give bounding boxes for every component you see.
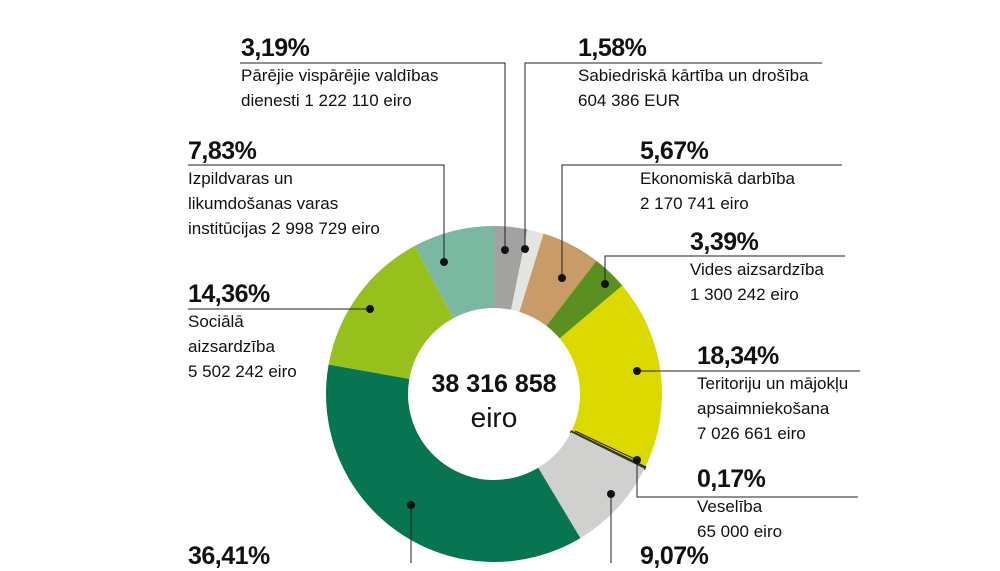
- slice-description: Sabiedriskā kārtība un drošība: [578, 66, 809, 85]
- leader-line-s158: [524, 62, 822, 249]
- slice-s158: [511, 229, 544, 312]
- slice-label-s017: 0,17% Veselība 65 000 eiro: [697, 464, 782, 544]
- slice-label-s567: 5,67% Ekonomiskā darbība 2 170 741 eiro: [640, 136, 795, 216]
- leader-dot-s1834: [633, 367, 641, 375]
- slice-s017: [569, 430, 647, 471]
- leader-dot-s158: [521, 245, 529, 253]
- slice-s3641: [326, 364, 581, 562]
- leader-line-s339: [604, 255, 845, 284]
- slice-description: likumdošanas varas: [188, 194, 339, 213]
- slice-description: 2 170 741 eiro: [640, 194, 749, 213]
- total-value: 38 316 858: [431, 370, 557, 398]
- slice-label-s783: 7,83% Izpildvaras un likumdošanas varas ins…: [188, 136, 380, 241]
- leader-dot-s017: [633, 456, 641, 464]
- slice-s319: [494, 226, 528, 310]
- leader-line-s319: [240, 62, 506, 250]
- slice-description: aizsardzība: [188, 337, 275, 356]
- leader-dot-s319: [501, 246, 509, 254]
- slice-s1436: [328, 245, 454, 379]
- total-unit: eiro: [470, 402, 518, 433]
- slice-percent: 3,39%: [690, 228, 759, 256]
- slice-percent: 1,58%: [578, 34, 647, 62]
- slice-percent: 18,34%: [697, 342, 779, 370]
- leader-dot-s1436: [366, 305, 374, 313]
- slice-label-s1834: 18,34% Teritoriju un mājokļu apsaimniekoša…: [697, 341, 848, 446]
- slice-description: Sociālā: [188, 312, 244, 331]
- slice-percent: 0,17%: [697, 465, 766, 493]
- slice-description: dienesti 1 222 110 eiro: [241, 91, 412, 110]
- slice-percent: 3,19%: [241, 34, 310, 62]
- slice-s339: [546, 260, 623, 339]
- slice-s567: [519, 233, 597, 326]
- slice-description: 1 300 242 eiro: [690, 285, 799, 304]
- slice-description: Pārējie vispārējie valdības: [241, 66, 439, 85]
- slice-label-s3641: 36,41%: [188, 541, 270, 571]
- slice-label-s339: 3,39% Vides aizsardzība 1 300 242 eiro: [690, 227, 824, 307]
- slice-description: 604 386 EUR: [578, 91, 681, 110]
- slice-label-s319: 3,19% Pārējie vispārējie valdības dienesti…: [241, 33, 439, 113]
- slice-description: 65 000 eiro: [697, 522, 783, 541]
- leader-lines: [188, 62, 860, 563]
- slice-percent: 9,07%: [640, 542, 709, 570]
- slice-description: 5 502 242 eiro: [188, 362, 297, 381]
- slice-description: Izpildvaras un: [188, 169, 293, 188]
- slice-label-s907: 9,07%: [640, 541, 709, 571]
- slice-description: 7 026 661 eiro: [697, 424, 806, 443]
- slice-s783: [414, 226, 494, 319]
- slice-description: Ekonomiskā darbība: [640, 169, 795, 188]
- slice-s1834: [559, 285, 662, 468]
- leader-line-s783: [188, 164, 445, 262]
- slice-s907: [538, 432, 645, 539]
- slice-description: Veselība: [697, 497, 763, 516]
- slice-percent: 7,83%: [188, 137, 257, 165]
- leader-dot-s3641: [407, 501, 415, 509]
- slice-percent: 36,41%: [188, 542, 270, 570]
- slice-percent: 5,67%: [640, 137, 709, 165]
- slice-description: institūcijas 2 998 729 eiro: [188, 219, 380, 238]
- leader-dot-s339: [601, 280, 609, 288]
- slice-description: Teritoriju un mājokļu: [697, 374, 849, 393]
- leader-dot-s567: [558, 274, 566, 282]
- slice-description: apsaimniekošana: [697, 399, 830, 418]
- center-total: 38 316 858 eiro: [394, 368, 594, 436]
- slice-percent: 14,36%: [188, 280, 270, 308]
- slice-label-s1436: 14,36% Sociālā aizsardzība 5 502 242 eiro: [188, 279, 297, 384]
- slice-label-s158: 1,58% Sabiedriskā kārtība un drošība 604 3…: [578, 33, 809, 113]
- slice-description: Vides aizsardzība: [690, 260, 824, 279]
- leader-dot-s783: [440, 258, 448, 266]
- leader-dot-s907: [607, 490, 615, 498]
- leader-line-s017: [574, 430, 858, 498]
- leader-line-s567: [561, 164, 842, 278]
